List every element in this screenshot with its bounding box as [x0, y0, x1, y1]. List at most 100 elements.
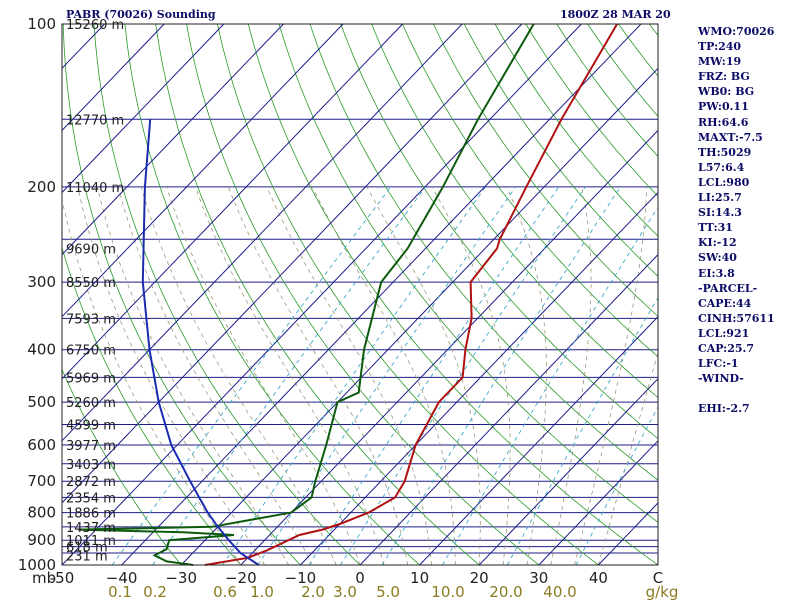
mixing-ratio-line [222, 186, 486, 566]
moist-adiabat-line [61, 199, 242, 566]
dry-adiabat-line [618, 23, 659, 77]
height-label: 15260 m [66, 18, 124, 33]
isotherm-line [180, 67, 659, 566]
pressure-tick-label: 100 [27, 15, 56, 33]
isotherm-line [538, 440, 659, 566]
dry-adiabat-line [93, 23, 361, 566]
temperature-tick-label: 0 [355, 569, 365, 587]
mixing-ratio-line [308, 186, 560, 566]
temperature-tick-label: C [653, 569, 663, 587]
pressure-tick-label: 500 [27, 393, 56, 411]
index-item: MAXT:-7.5 [698, 130, 763, 144]
sounding-traces [78, 23, 618, 566]
isotherm-line [121, 23, 642, 566]
temperature-tick-label: 10 [410, 569, 429, 587]
dry-adiabat-line [309, 23, 659, 481]
index-item: PW:0.11 [698, 100, 749, 114]
isotherm-line [61, 23, 284, 255]
index-item: EI:3.8 [698, 266, 735, 280]
index-item [698, 386, 775, 401]
pressure-tick-label: 200 [27, 178, 56, 196]
sounding-trace [78, 23, 535, 566]
index-item: KI:-12 [698, 236, 737, 250]
moist-adiabat-line [366, 186, 481, 566]
dry-adiabat-line [648, 23, 659, 36]
dry-adiabat-line [62, 23, 301, 566]
dry-adiabat-line [61, 369, 182, 566]
mixing-ratio-label: g/kg [646, 583, 679, 600]
temperature-tick-label: −20 [225, 569, 257, 587]
stability-indices-panel: WMO:70026 TP:240 MW:19 FRZ: BG WB0: BG PW:0.1… [698, 24, 775, 416]
temperature-tick-label: 30 [529, 569, 548, 587]
height-label: 3977 m [66, 439, 116, 454]
dry-adiabat-line [433, 23, 659, 317]
moist-adiabat-line [431, 186, 511, 566]
height-label: 12770 m [66, 113, 124, 128]
dry-adiabat-line [247, 23, 659, 566]
pressure-tick-label: 800 [27, 504, 56, 522]
pressure-tick-label: 700 [27, 472, 56, 490]
mixing-ratio-label: 5.0 [376, 583, 400, 600]
isotherm-line [240, 130, 659, 566]
isotherm-grid [61, 23, 659, 566]
index-item: LCL:980 [698, 175, 750, 189]
dry-adiabat-line [124, 23, 420, 566]
index-item: CINH:57611 [698, 311, 775, 325]
moist-adiabat-line [96, 186, 289, 566]
mixing-ratio-label: 10.0 [431, 583, 464, 600]
height-label: 618 m [66, 541, 108, 556]
mixing-ratio-line [442, 206, 659, 566]
height-label: 5260 m [66, 396, 116, 411]
mixing-ratio-line [257, 186, 516, 566]
height-label: 11040 m [66, 181, 124, 196]
mixing-ratio-grid [111, 186, 659, 566]
index-item: WMO:70026 [698, 25, 775, 38]
moist-adiabat-line [550, 186, 592, 566]
temperature-tick-label: −10 [285, 569, 317, 587]
height-label: 2354 m [66, 491, 116, 506]
dry-adiabat-line [525, 23, 659, 197]
moist-adiabat-line [312, 186, 456, 566]
pressure-tick-label: 900 [27, 531, 56, 549]
mixing-ratio-label: 20.0 [489, 583, 522, 600]
index-item: FRZ: BG [698, 70, 750, 84]
mixing-ratio-label: 3.0 [333, 583, 357, 600]
index-item: TT:31 [698, 221, 733, 235]
index-item: CAP:25.7 [698, 341, 755, 355]
mixing-ratio-line [506, 297, 659, 566]
index-item: LFC:-1 [698, 357, 739, 371]
moist-adiabat-grid [61, 186, 659, 566]
index-item: WB0: BG [698, 85, 755, 99]
dry-adiabat-line [186, 23, 540, 566]
dry-adiabat-grid [61, 23, 659, 566]
pressure-tick-label: 400 [27, 341, 56, 359]
dry-adiabat-line [371, 23, 659, 398]
height-label: 1011 m [66, 534, 116, 549]
index-item: EHI:-2.7 [698, 402, 750, 416]
pressure-tick-label: 1000 [18, 556, 56, 574]
dry-adiabat-line [155, 23, 480, 566]
isotherm-line [478, 378, 659, 566]
isotherm-line [61, 23, 523, 504]
index-item: MW:19 [698, 55, 742, 69]
isotherm-line [359, 254, 659, 566]
dry-adiabat-line [494, 23, 659, 237]
moist-adiabat-line [77, 186, 265, 566]
dry-adiabat-line [340, 23, 659, 439]
dry-adiabat-line [278, 23, 659, 523]
dry-adiabat-line [217, 23, 599, 566]
height-label: 8550 m [66, 276, 116, 291]
index-item: SW:40 [698, 251, 737, 265]
mixing-ratio-line [340, 186, 586, 566]
height-label: 7593 m [66, 312, 116, 327]
index-item: TP:240 [698, 40, 742, 54]
moist-adiabat-line [574, 186, 648, 566]
isotherm-line [61, 23, 344, 318]
index-item: SI:14.3 [698, 206, 742, 220]
height-label: 5969 m [66, 371, 116, 386]
mixing-ratio-label: 40.0 [543, 583, 576, 600]
height-label: 1886 m [66, 507, 116, 522]
index-item: CAPE:44 [698, 296, 752, 310]
